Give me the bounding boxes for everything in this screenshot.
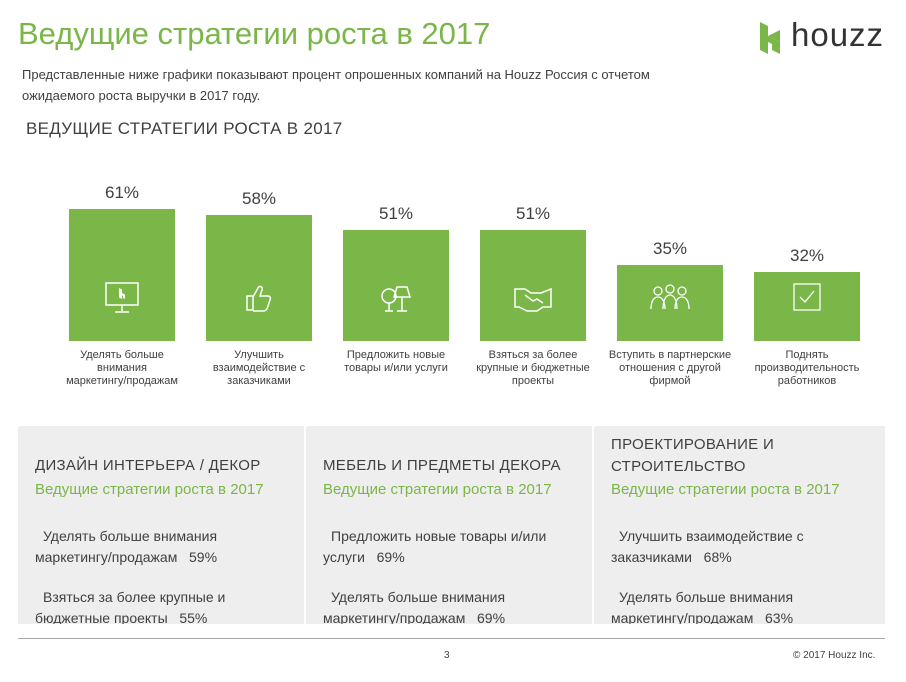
category-label-line: Вступить в партнерские [608, 349, 732, 361]
bar-value-label: 61% [104, 182, 140, 202]
category-label-line: заказчиками [227, 375, 291, 387]
panel-item: Уделять больше внимания маркетингу/прода… [35, 526, 304, 568]
copyright: © 2017 Houzz Inc. [793, 650, 876, 661]
bar-value-label: 35% [652, 239, 688, 259]
panel-category: ДИЗАЙН ИНТЕРЬЕРА / ДЕКОР [35, 457, 261, 474]
category-label-line: маркетингу/продажам [66, 375, 178, 387]
bar-value-label: 32% [789, 245, 825, 265]
panel-subtitle: Ведущие стратегии роста в 2017 [35, 481, 264, 498]
panel-item-line1: Взяться за более крупные и [43, 589, 226, 605]
category-label-line: отношения с другой [619, 362, 721, 374]
panel-design-construction: ПРОЕКТИРОВАНИЕ И СТРОИТЕЛЬСТВО Ведущие с… [594, 426, 885, 624]
bar [69, 208, 175, 341]
category-panels: ДИЗАЙН ИНТЕРЬЕРА / ДЕКОР Ведущие стратег… [18, 426, 885, 624]
panel-item: Предложить новые товары и/или услуги 69% [323, 526, 592, 568]
category-label: Предложить новые товары и/или услуги [328, 349, 464, 375]
lamps-icon [343, 279, 449, 319]
panel-item-value: 69% [477, 610, 506, 624]
page-title: Ведущие стратегии роста в 2017 [18, 16, 491, 51]
page-number: 3 [444, 650, 450, 661]
panel-item-line2: маркетингу/продажам [611, 610, 754, 624]
bar-chart: 61% Уделять больше внимания маркетингу/прод… [0, 150, 906, 410]
panel-item-line1: Уделять больше внимания [619, 589, 794, 605]
category-label-line: внимания [97, 362, 147, 374]
panel-category: МЕБЕЛЬ И ПРЕДМЕТЫ ДЕКОРА [323, 457, 561, 474]
subtitle-line-2: ожидаемого роста выручки в 2017 году. [22, 88, 261, 103]
bar [480, 230, 586, 341]
bar-value-label: 51% [515, 204, 551, 224]
panel-category-line2: СТРОИТЕЛЬСТВО [611, 458, 746, 475]
category-label: Взяться за более крупные и бюджетные проек… [465, 349, 601, 388]
category-label-line: Взяться за более [488, 349, 578, 361]
panel-item-value: 59% [189, 549, 218, 565]
panel-subtitle: Ведущие стратегии роста в 2017 [611, 481, 840, 498]
panel-item: Взяться за более крупные и бюджетные про… [35, 587, 304, 624]
panel-item-value: 68% [703, 549, 732, 565]
chart-title: ВЕДУЩИЕ СТРАТЕГИИ РОСТА В 2017 [26, 119, 343, 138]
category-label: Вступить в партнерские отношения с другой… [602, 349, 738, 388]
panel-item-line1: Уделять больше внимания [43, 528, 218, 544]
category-label-line: Уделять больше [80, 349, 164, 361]
footer-divider [18, 638, 885, 639]
panel-item: Уделять больше внимания маркетингу/прода… [611, 587, 881, 624]
panel-interior-design: ДИЗАЙН ИНТЕРЬЕРА / ДЕКОР Ведущие стратег… [18, 426, 304, 624]
category-label: Уделять больше внимания маркетингу/продажа… [54, 349, 190, 388]
handshake-icon [480, 279, 586, 319]
category-label-line: товары и/или услуги [344, 362, 448, 374]
panel-item-value: 63% [765, 610, 794, 624]
panel-item-line1: Предложить новые товары и/или [331, 528, 547, 544]
category-label-line: взаимодействие с [212, 362, 306, 374]
category-label-line: Поднять [785, 349, 829, 361]
category-label-line: Улучшить [234, 349, 284, 361]
panel-item-line2: услуги [323, 549, 365, 565]
category-label-line: фирмой [649, 375, 691, 387]
panel-item-value: 55% [179, 610, 208, 624]
bar-value-label: 51% [378, 204, 414, 224]
page-subtitle: Представленные ниже графики показывают п… [22, 64, 782, 106]
panel-item-line1: Улучшить взаимодействие с [619, 528, 804, 544]
panel-item-value: 69% [376, 549, 405, 565]
panel-item-line2: маркетингу/продажам [35, 549, 178, 565]
monitor-icon [69, 279, 175, 319]
checkbox-icon [754, 279, 860, 319]
panel-item-line2: маркетингу/продажам [323, 610, 466, 624]
category-label: Поднять производительность работников [739, 349, 875, 388]
category-label-line: работников [777, 375, 837, 387]
panel-item: Уделять больше внимания маркетингу/прода… [323, 587, 592, 624]
houzz-logo: houzz [757, 16, 887, 60]
panel-furniture-decor: МЕБЕЛЬ И ПРЕДМЕТЫ ДЕКОРА Ведущие стратег… [306, 426, 592, 624]
panel-category-line1: ПРОЕКТИРОВАНИЕ И [611, 436, 775, 453]
houzz-h-icon [760, 22, 780, 54]
panel-item-line2: заказчиками [611, 549, 692, 565]
thumbs-up-icon [206, 279, 312, 319]
panel-item: Улучшить взаимодействие с заказчиками 68… [611, 526, 881, 568]
bar-value-label: 58% [241, 189, 277, 209]
bar [343, 230, 449, 341]
category-label-line: крупные и бюджетные [476, 362, 590, 374]
panel-subtitle: Ведущие стратегии роста в 2017 [323, 481, 552, 498]
logo-text: houzz [791, 16, 885, 53]
category-label-line: производительность [754, 362, 860, 374]
category-label-line: Предложить новые [346, 349, 446, 361]
panel-item-line1: Уделять больше внимания [331, 589, 506, 605]
panel-item-line2: бюджетные проекты [35, 610, 168, 624]
category-label-line: проекты [511, 375, 555, 387]
bar [206, 215, 312, 341]
subtitle-line-1: Представленные ниже графики показывают п… [22, 67, 650, 82]
bar [754, 271, 860, 341]
bar [617, 265, 723, 341]
panel-category: ПРОЕКТИРОВАНИЕ И СТРОИТЕЛЬСТВО [611, 434, 774, 478]
category-label: Улучшить взаимодействие с заказчиками [191, 349, 327, 388]
people-group-icon [617, 279, 723, 319]
